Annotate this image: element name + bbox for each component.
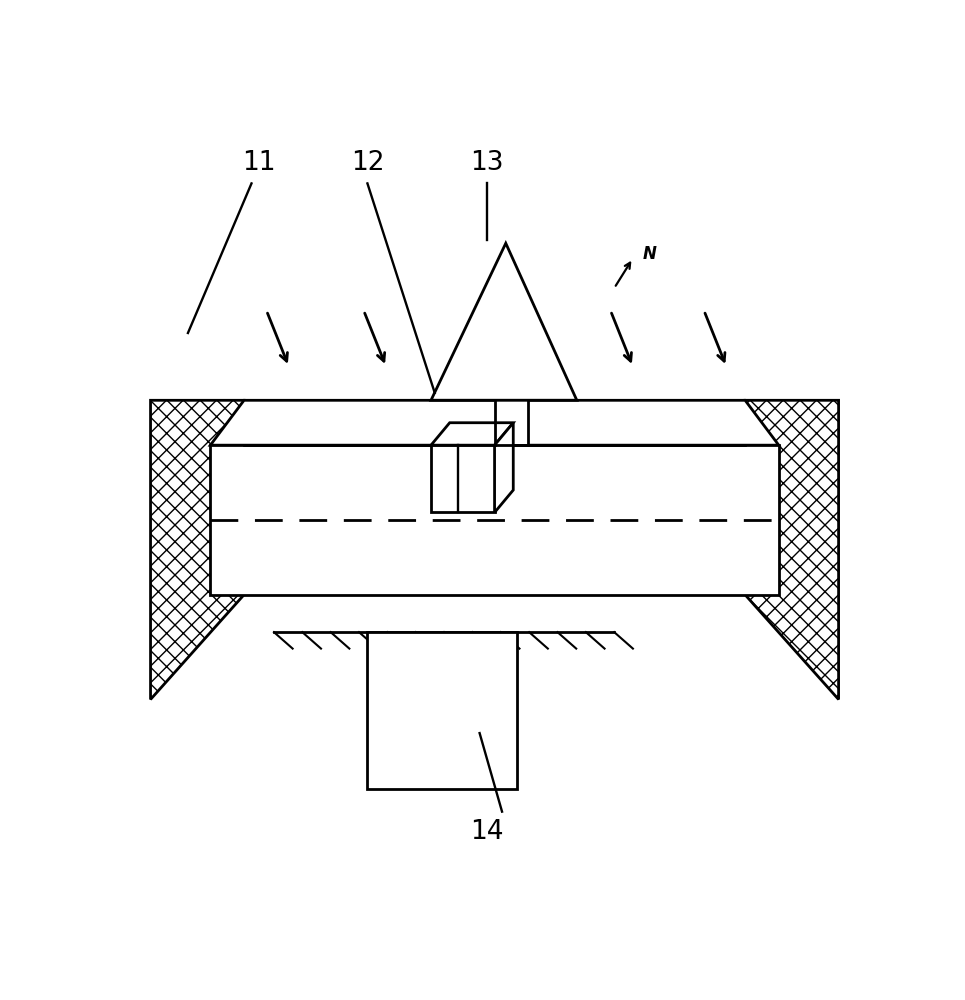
Bar (494, 400, 529, 444)
Polygon shape (494, 423, 513, 512)
Polygon shape (210, 445, 779, 595)
Polygon shape (745, 400, 839, 699)
Polygon shape (431, 423, 513, 445)
Polygon shape (151, 400, 244, 699)
Text: 14: 14 (470, 819, 504, 845)
Text: 13: 13 (470, 150, 504, 176)
Polygon shape (210, 400, 779, 445)
Bar (431, 445, 494, 512)
Text: 12: 12 (350, 150, 384, 176)
Bar (368, 632, 517, 789)
Text: N: N (643, 245, 656, 263)
Text: 11: 11 (242, 150, 276, 176)
